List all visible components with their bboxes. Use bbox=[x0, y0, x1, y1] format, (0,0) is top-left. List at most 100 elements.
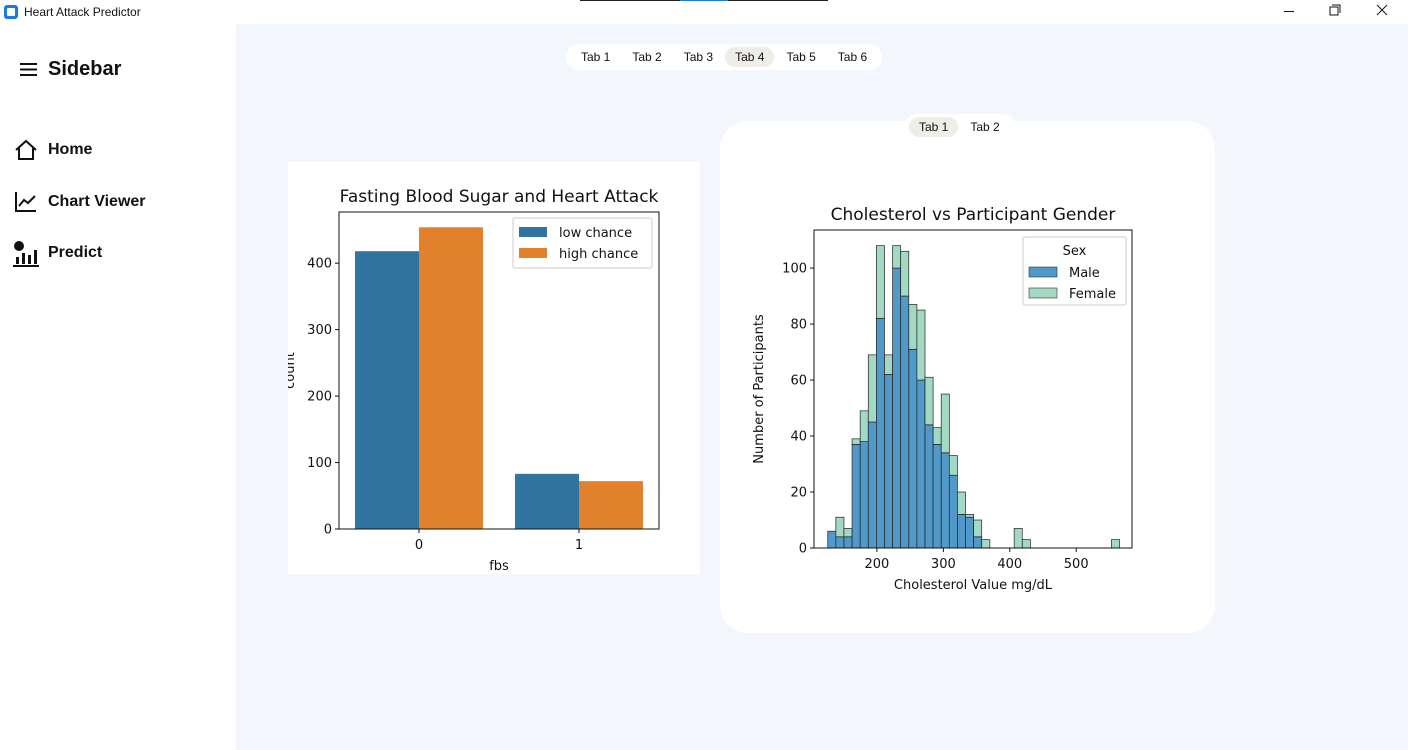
hist-bar bbox=[876, 318, 885, 549]
hist-bar bbox=[948, 455, 958, 476]
title-bar: Heart Attack Predictor bbox=[0, 0, 1408, 24]
legend-label: low chance bbox=[559, 226, 632, 241]
sidebar: Sidebar Home Chart Viewer Predict bbox=[0, 24, 236, 750]
hist-bar bbox=[835, 536, 845, 549]
hist-bar bbox=[908, 348, 918, 549]
tab[interactable]: Tab 1 bbox=[581, 50, 611, 64]
legend-swatch bbox=[519, 248, 547, 258]
legend-swatch bbox=[1028, 287, 1058, 299]
hist-bar bbox=[843, 528, 853, 538]
hist-bar bbox=[1111, 539, 1120, 549]
hist-bar bbox=[892, 267, 902, 549]
y-tick-label: 200 bbox=[307, 390, 332, 405]
hist-bar bbox=[1021, 539, 1031, 549]
x-tick-label: 300 bbox=[931, 557, 956, 572]
tab[interactable]: Tab 1 bbox=[909, 117, 959, 137]
hist-bar bbox=[973, 536, 983, 549]
nav-chart-viewer[interactable]: Chart Viewer bbox=[48, 193, 146, 210]
hist-bar bbox=[932, 444, 942, 549]
hist-bar bbox=[940, 452, 950, 549]
y-tick-label: 0 bbox=[324, 523, 332, 538]
legend-label: Female bbox=[1069, 287, 1116, 302]
legend-box bbox=[512, 217, 653, 269]
hist-bar bbox=[900, 250, 910, 297]
hist-bar bbox=[981, 539, 991, 549]
y-tick-label: 60 bbox=[790, 374, 807, 389]
tab[interactable]: Tab 2 bbox=[970, 120, 1000, 134]
y-tick-label: 100 bbox=[782, 262, 807, 277]
legend-swatch bbox=[519, 227, 547, 237]
hist-bar bbox=[851, 444, 861, 549]
tab[interactable]: Tab 3 bbox=[683, 50, 714, 64]
tab[interactable]: Tab 5 bbox=[786, 50, 816, 64]
menu-icon[interactable] bbox=[18, 61, 40, 79]
x-tick-label: 0 bbox=[415, 538, 423, 553]
axes-frame bbox=[813, 229, 1133, 549]
home-icon bbox=[15, 139, 37, 160]
hist-bar bbox=[940, 393, 950, 454]
legend-label: high chance bbox=[559, 247, 638, 262]
chart-panel: 0 1 0 100 200 300 400 Fasting Blood Sugar and H… bbox=[283, 162, 700, 574]
chart-icon bbox=[15, 192, 36, 212]
app-icon bbox=[4, 5, 18, 19]
tab[interactable]: Tab 2 bbox=[632, 50, 662, 64]
hist-bar bbox=[827, 530, 837, 549]
hist-bar bbox=[924, 424, 934, 549]
hist-bar bbox=[948, 474, 958, 549]
restore-button[interactable] bbox=[1329, 4, 1341, 16]
hist-bar bbox=[908, 304, 918, 350]
hist-bar bbox=[932, 427, 942, 445]
y-tick-label: 40 bbox=[790, 430, 807, 445]
hist-bar bbox=[867, 421, 877, 549]
y-axis-label: Number of Participants bbox=[752, 314, 767, 464]
x-tick-label: 500 bbox=[1064, 557, 1089, 572]
nav-home[interactable]: Home bbox=[48, 141, 93, 158]
hist-bar bbox=[867, 354, 877, 423]
tab[interactable]: Tab 6 bbox=[837, 50, 868, 64]
hist-bar bbox=[851, 438, 861, 445]
hist-bar bbox=[859, 410, 869, 442]
y-axis-label: count bbox=[288, 352, 298, 389]
hist-bar bbox=[916, 379, 926, 549]
close-button[interactable] bbox=[1376, 4, 1388, 16]
y-tick-label: 80 bbox=[790, 318, 807, 333]
inner-tab-bar: Tab 1 Tab 2 bbox=[904, 114, 1015, 140]
y-tick-label: 400 bbox=[307, 257, 332, 272]
bar bbox=[419, 227, 483, 529]
y-tick-label: 300 bbox=[307, 323, 332, 338]
legend-title: Sex bbox=[1063, 244, 1087, 259]
window-edge bbox=[580, 0, 828, 1]
bar-chart: 0 1 0 100 200 300 400 Fasting Blood Sugar and H… bbox=[283, 187, 660, 574]
x-tick-label: 1 bbox=[575, 538, 583, 553]
chart-title: Fasting Blood Sugar and Heart Attack bbox=[340, 187, 659, 207]
x-axis-label: Cholesterol Value mg/dL bbox=[894, 578, 1053, 593]
hist-bar bbox=[884, 354, 893, 375]
bar bbox=[579, 481, 643, 529]
window-controls[interactable] bbox=[1270, 0, 1408, 24]
hist-bar bbox=[859, 441, 869, 549]
hist-bar bbox=[1013, 528, 1023, 549]
tab[interactable]: Tab 4 bbox=[725, 47, 775, 67]
hist-bar bbox=[835, 516, 845, 538]
x-axis-label: fbs bbox=[489, 559, 509, 574]
hist-bar bbox=[973, 519, 983, 538]
y-tick-label: 100 bbox=[307, 456, 332, 471]
legend-label: Male bbox=[1069, 266, 1100, 281]
hist-bar bbox=[900, 295, 910, 549]
x-tick-label: 200 bbox=[864, 557, 889, 572]
chart-title: Cholesterol vs Participant Gender bbox=[831, 205, 1116, 225]
legend-swatch bbox=[1028, 266, 1058, 278]
y-tick-label: 20 bbox=[790, 486, 807, 501]
hist-bar bbox=[965, 514, 974, 518]
histogram-chart: 200 300 400 500 0 20 40 60 80 100 Cholesterol vs P… bbox=[752, 205, 1133, 593]
hist-bar bbox=[876, 245, 885, 319]
nav-predict[interactable]: Predict bbox=[48, 244, 103, 261]
hist-bar bbox=[892, 245, 902, 269]
hist-bar bbox=[924, 376, 934, 426]
hist-bar bbox=[965, 516, 974, 549]
hist-bar bbox=[957, 491, 966, 515]
hist-bar bbox=[957, 514, 966, 549]
chart-card: Tab 1 Tab 2 200 300 400 500 0 20 40 60 80 100 Chole… bbox=[720, 114, 1215, 633]
hist-bar bbox=[916, 309, 926, 381]
